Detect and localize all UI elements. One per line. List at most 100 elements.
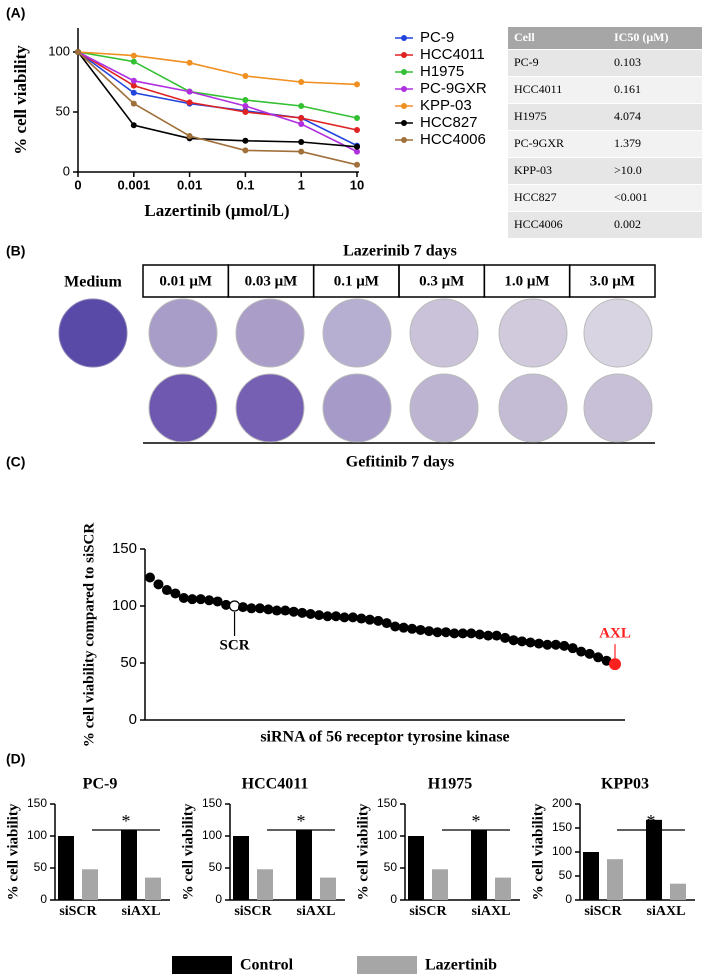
data-point [576, 646, 587, 657]
significance: * [122, 811, 131, 831]
data-point [390, 621, 401, 632]
well [498, 298, 568, 368]
data-point [238, 602, 248, 613]
data-point [242, 147, 249, 154]
x-tick-label: siSCR [409, 904, 447, 919]
data-point [331, 611, 341, 622]
legend-label: Lazertinib [425, 957, 497, 974]
bar [670, 883, 686, 900]
well [148, 298, 218, 368]
data-point [298, 103, 305, 109]
data-point [187, 594, 198, 605]
legend-marker [401, 35, 407, 41]
x-tick-label: siAXL [122, 904, 161, 919]
data-point [130, 58, 137, 65]
bar [121, 829, 137, 900]
data-point [559, 640, 570, 651]
y-tick-label: 50 [120, 654, 137, 671]
bar [646, 819, 662, 900]
legend-label: HCC827 [420, 114, 478, 131]
y-tick-label: 50 [34, 860, 48, 874]
series-line [77, 51, 358, 148]
data-point [130, 100, 137, 107]
table-cell: PC-9 [514, 55, 539, 69]
significance: * [472, 811, 481, 831]
x-tick-label: siAXL [297, 904, 336, 919]
data-point [204, 595, 215, 606]
data-point [314, 610, 325, 621]
table-row-bg [508, 131, 702, 157]
x-tick-label: 10 [350, 177, 364, 192]
y-tick-label: 150 [202, 796, 222, 810]
well [583, 373, 653, 443]
data-point [153, 579, 164, 590]
table-header: Cell [514, 30, 535, 44]
chart-title: PC-9 [83, 776, 118, 793]
concentration-label: 0.1 μM [334, 273, 379, 289]
data-point [609, 658, 621, 671]
table-row-bg [508, 104, 702, 130]
concentration-label: 0.3 μM [419, 273, 464, 289]
data-point [584, 648, 595, 659]
concentration-label: 3.0 μM [590, 273, 635, 289]
table-row-bg [508, 212, 702, 238]
legend-label: KPP-03 [420, 97, 472, 114]
data-point [354, 143, 360, 150]
legend-marker [401, 137, 407, 143]
data-point [145, 572, 155, 583]
y-tick-label: 50 [559, 868, 573, 882]
data-point [130, 89, 137, 96]
medium-label: Medium [64, 274, 122, 291]
y-tick-label: 0 [215, 892, 222, 906]
series-line [77, 51, 358, 131]
data-point [280, 605, 291, 616]
data-point [601, 655, 612, 666]
x-tick-label: siSCR [234, 904, 272, 919]
data-point [75, 49, 81, 55]
data-point [242, 109, 249, 115]
well [322, 373, 392, 443]
well [148, 373, 218, 443]
x-tick-label: siAXL [647, 904, 686, 919]
bar [233, 836, 249, 900]
data-point [466, 628, 477, 639]
data-point [305, 608, 316, 619]
y-tick-label: 150 [112, 540, 137, 557]
legend-marker [401, 52, 407, 58]
data-point [298, 115, 305, 121]
y-tick-label: 200 [552, 796, 572, 810]
data-point [322, 611, 333, 622]
panel-label: (D) [6, 751, 25, 767]
data-point [212, 596, 223, 607]
table-cell: HCC827 [514, 190, 557, 204]
data-point [242, 73, 249, 79]
y-tick-label: 0 [40, 892, 47, 906]
data-point [508, 635, 519, 646]
bar [471, 829, 487, 900]
data-point [221, 599, 232, 610]
y-tick-label: 50 [384, 860, 398, 874]
bar [432, 869, 448, 900]
y-tick-label: 100 [27, 828, 47, 842]
y-axis-label: % cell viability compared to siSCR [81, 523, 97, 747]
y-tick-label: 50 [209, 860, 223, 874]
x-tick-label: 0.01 [177, 177, 202, 192]
legend-marker [401, 103, 407, 109]
concentration-box [568, 264, 656, 298]
data-point [491, 630, 502, 641]
data-point [186, 59, 193, 66]
table-cell: 0.103 [614, 55, 641, 69]
x-axis-label: Lazertinib (μmol/L) [144, 201, 289, 220]
data-point [517, 636, 527, 647]
data-point [242, 137, 249, 144]
table-cell: 0.002 [614, 217, 641, 231]
table-row-bg [508, 185, 702, 211]
data-point [550, 639, 561, 650]
table-row-bg [508, 77, 702, 103]
data-point [178, 593, 189, 604]
table-cell: H1975 [514, 109, 547, 123]
data-point [354, 115, 360, 121]
data-point [130, 122, 137, 129]
data-point [449, 628, 460, 639]
